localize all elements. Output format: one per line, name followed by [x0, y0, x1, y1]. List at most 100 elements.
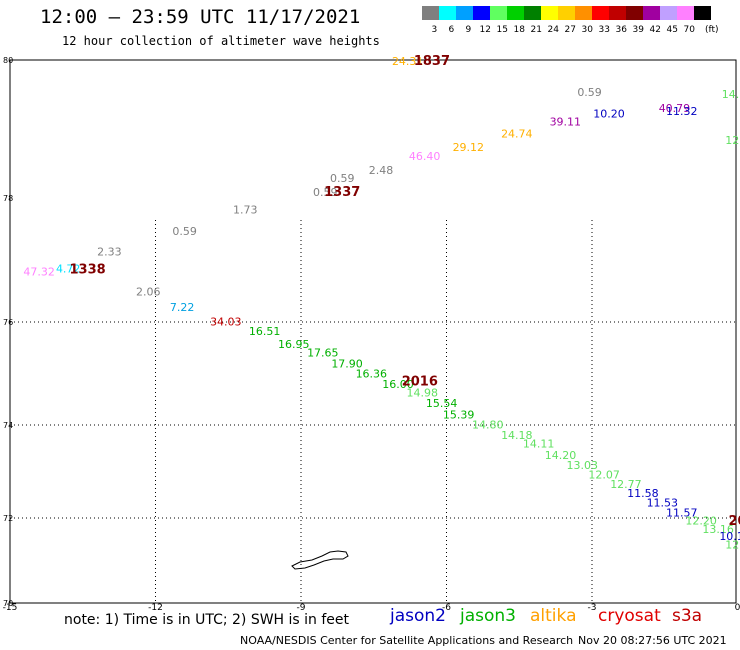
lon-tick-label: 0 — [735, 603, 740, 610]
colorbar-cell — [490, 6, 507, 20]
colorbar-label: 21 — [530, 25, 542, 35]
footer-note: note: 1) Time is in UTC; 2) SWH is in fe… — [64, 612, 350, 628]
satellite-legend-jason3: jason3 — [460, 606, 516, 626]
wave-height-label: 11.53 — [647, 496, 679, 509]
wave-height-label: 13.16 — [702, 523, 734, 536]
colorbar-cell — [592, 6, 609, 20]
lat-tick-label: 76 — [3, 318, 13, 327]
pass-time-label: 1837 — [414, 54, 450, 69]
wave-height-label: 2.48 — [369, 164, 394, 177]
generated-timestamp: Nov 20 08:27:56 UTC 2021 — [578, 634, 727, 647]
wave-height-label: 16.36 — [356, 368, 388, 381]
colorbar-label: 36 — [615, 25, 627, 35]
colorbar-label: 70 — [683, 25, 695, 35]
wave-height-label: 14.80 — [472, 419, 504, 432]
wave-height-label: 14.18 — [501, 429, 533, 442]
wave-height-label: 13.03 — [567, 459, 599, 472]
wave-height-label: 29.12 — [453, 141, 485, 154]
satellite-legend-s3a: s3a — [672, 606, 703, 626]
colorbar-cell — [422, 6, 439, 20]
wave-height-label: 16.95 — [278, 338, 310, 351]
wave-height-label: 12.8 — [725, 134, 740, 147]
colorbar-cell — [575, 6, 592, 20]
wave-height-label: 11.57 — [666, 507, 698, 520]
map-grid — [10, 220, 736, 603]
colorbar-cell — [626, 6, 643, 20]
satellite-legend-jason2: jason2 — [390, 606, 446, 626]
colorbar-label: 30 — [581, 25, 593, 35]
wave-height-label: 11.32 — [666, 105, 698, 118]
colorbar-cell — [660, 6, 677, 20]
wave-height-label: 47.32 — [23, 266, 55, 279]
wave-height-label: 10.20 — [593, 107, 625, 120]
colorbar-label: 33 — [598, 25, 610, 35]
pass-time-label: 2016 — [402, 374, 438, 389]
colorbar-cell — [558, 6, 575, 20]
pass-time-label: 20 — [728, 514, 740, 529]
wave-height-label: 12.20 — [685, 514, 717, 527]
lat-tick-label: 70 — [3, 599, 13, 608]
colorbar-label: 12 — [479, 25, 491, 35]
wave-height-label: 17.90 — [331, 357, 363, 370]
wave-height-label: 24.31 — [392, 55, 424, 68]
wave-height-label: 2.06 — [136, 285, 161, 298]
map-title: 12:00 – 23:59 UTC 11/17/2021 — [40, 6, 361, 28]
colorbar-cell — [541, 6, 558, 20]
wave-height-label: 16.00 — [382, 378, 414, 391]
colorbar-cell — [507, 6, 524, 20]
colorbar-label: 27 — [564, 25, 576, 35]
lat-tick-label: 80 — [3, 56, 13, 65]
colorbar-label: 3 — [431, 25, 438, 35]
wave-height-label: 0.59 — [330, 172, 355, 185]
colorbar-label: 18 — [513, 25, 525, 35]
wave-height-label: 24.74 — [501, 127, 533, 140]
altimeter-map: -15 -12 -9 -6 -3 0 80 78 76 74 72 70 24.31 0.59 40.79… — [3, 54, 740, 610]
colorbar-unit: (ft) — [705, 25, 719, 35]
satellite-legend-cryosat: cryosat — [598, 606, 661, 626]
colorbar-cell — [456, 6, 473, 20]
wave-height-label: 2.33 — [97, 246, 122, 259]
wave-height-label: 12.77 — [610, 478, 642, 491]
map-frame — [9, 59, 737, 604]
wave-height-label: 40.79 — [659, 102, 691, 115]
colorbar-cell — [643, 6, 660, 20]
wave-height-label: 12.5 — [725, 539, 740, 552]
wave-height-label: 0.59 — [577, 86, 602, 99]
colorbar-label: 6 — [448, 25, 455, 35]
pass-time-label: 1338 — [70, 263, 106, 278]
wave-height-label: 11.58 — [627, 487, 659, 500]
lon-tick-label: -12 — [148, 603, 163, 610]
wave-height-label: 39.11 — [550, 116, 582, 129]
wave-height-label: 15.54 — [426, 397, 458, 410]
lat-tick-label: 74 — [3, 421, 13, 430]
wave-height-label: 16.51 — [249, 325, 281, 338]
wave-height-label: 46.40 — [409, 150, 441, 163]
wave-height-label: 0.59 — [172, 225, 197, 238]
colorbar-cell — [609, 6, 626, 20]
lon-tick-label: -15 — [3, 603, 18, 610]
lon-tick-label: -6 — [442, 603, 451, 610]
jan-mayen-island — [291, 550, 349, 570]
axis-tick-labels: -15 -12 -9 -6 -3 0 80 78 76 74 72 70 — [3, 56, 740, 610]
colorbar-label: 39 — [632, 25, 644, 35]
wave-height-label: 7.22 — [170, 301, 195, 314]
lat-tick-label: 72 — [3, 514, 13, 523]
map-subtitle: 12 hour collection of altimeter wave hei… — [62, 34, 380, 48]
colorbar-cell — [524, 6, 541, 20]
credit-text: NOAA/NESDIS Center for Satellite Applica… — [240, 634, 574, 647]
colorbar-label: 9 — [465, 25, 472, 35]
colorbar-cell — [677, 6, 694, 20]
wave-height-label: 10.18 — [719, 530, 740, 543]
colorbar-label: 42 — [649, 25, 661, 35]
lat-tick-label: 78 — [3, 194, 13, 203]
wave-height-label: 1.73 — [233, 204, 258, 217]
wave-height-label: 15.39 — [443, 408, 475, 421]
colorbar-cell — [694, 6, 711, 20]
colorbar-label: 45 — [666, 25, 678, 35]
wave-height-label: 0.59 — [313, 186, 338, 199]
wave-height-label: 12.07 — [588, 468, 620, 481]
wave-height-label: 14.11 — [523, 437, 555, 450]
colorbar-label: 24 — [547, 25, 559, 35]
colorbar-cell — [439, 6, 456, 20]
